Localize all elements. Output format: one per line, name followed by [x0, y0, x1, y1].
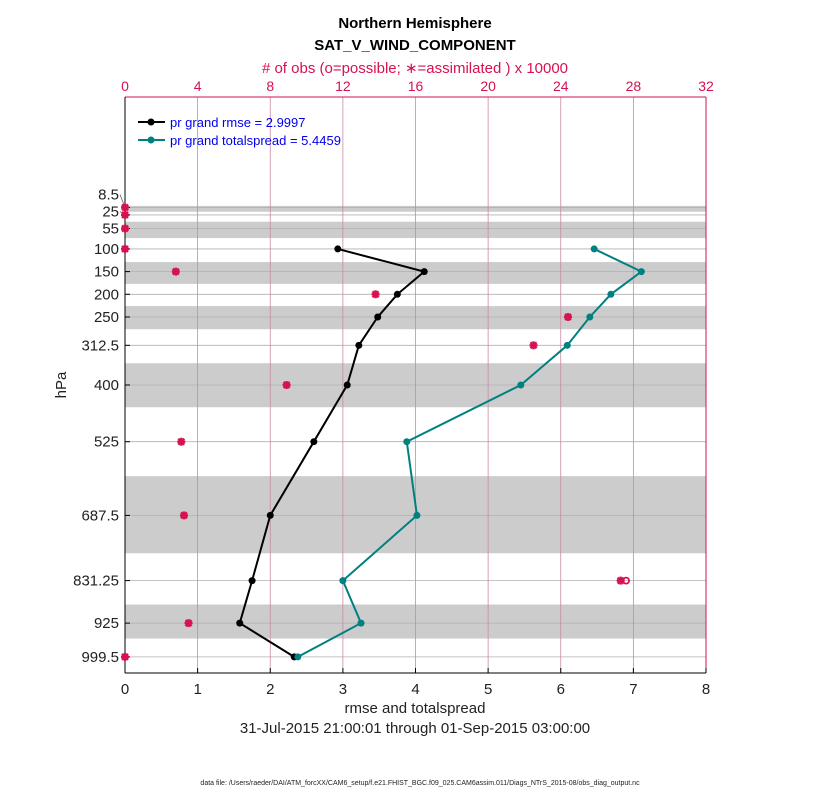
bottom-tick-label: 1: [193, 681, 201, 698]
obs-assimilated-marker: [180, 511, 189, 520]
level-tick-label: 312.5: [81, 337, 119, 354]
series-point-0: [374, 313, 382, 321]
chart-title: Northern Hemisphere: [338, 15, 491, 32]
series-point-1: [586, 313, 594, 321]
obs-assimilated-marker: [121, 224, 129, 233]
level-tick-label: 200: [94, 286, 119, 303]
legend-label-0: pr grand rmse = 2.9997: [170, 115, 306, 130]
bottom-tick-label: 4: [411, 681, 419, 698]
level-tick-label: 55: [102, 221, 119, 238]
series-point-0: [248, 577, 256, 585]
bottom-tick-label: 0: [121, 681, 129, 698]
level-tick-label: 25: [102, 204, 119, 221]
legend-marker-0: [147, 118, 155, 126]
obs-assimilated-marker: [616, 576, 625, 585]
obs-assimilated-marker: [121, 244, 129, 253]
top-tick-label: 16: [408, 78, 424, 94]
level-tick-label: 525: [94, 434, 119, 451]
series-point-0: [236, 619, 244, 627]
obs-assimilated-marker: [564, 312, 573, 321]
bottom-tick-label: 7: [629, 681, 637, 698]
series-point-1: [517, 381, 525, 389]
bottom-tick-label: 8: [702, 681, 710, 698]
series-point-0: [393, 290, 401, 298]
obs-assimilated-marker: [282, 381, 291, 389]
bottom-tick-label: 6: [557, 681, 565, 698]
top-axis-label: # of obs (o=possible; ∗=assimilated ) x …: [262, 60, 568, 77]
level-tick-label: 925: [94, 615, 119, 632]
top-tick-label: 28: [626, 78, 642, 94]
bottom-tick-label: 5: [484, 681, 492, 698]
series-point-1: [607, 290, 615, 298]
level-tick-label: 999.5: [81, 649, 119, 666]
footer-data-file: data file: /Users/raeder/DAI/ATM_forcXX/…: [200, 780, 640, 787]
series-point-0: [334, 245, 342, 253]
level-tick-label: 250: [94, 309, 119, 326]
series-point-1: [403, 438, 411, 446]
obs-assimilated-marker: [121, 652, 129, 661]
obs-assimilated-marker: [171, 267, 180, 276]
legend-label-1: pr grand totalspread = 5.4459: [170, 133, 341, 148]
series-point-0: [343, 381, 351, 389]
series-point-1: [590, 245, 598, 253]
series-point-1: [357, 619, 365, 627]
obs-assimilated-marker: [121, 210, 129, 219]
legend-marker-1: [147, 136, 155, 144]
series-point-1: [413, 511, 421, 519]
level-tick-label: 687.5: [81, 507, 119, 524]
top-tick-label: 0: [121, 78, 129, 94]
series-point-0: [266, 511, 274, 519]
y-axis-label: hPa: [53, 371, 70, 398]
level-tick-label: 400: [94, 377, 119, 394]
top-tick-label: 8: [266, 78, 274, 94]
series-point-1: [637, 268, 645, 276]
x-axis-label: rmse and totalspread: [345, 700, 486, 717]
series-point-0: [355, 341, 363, 349]
obs-assimilated-marker: [529, 341, 538, 350]
series-point-1: [294, 653, 302, 661]
level-tick-label: 831.25: [73, 573, 119, 590]
level-tick-label: 100: [94, 241, 119, 258]
chart-subtitle: SAT_V_WIND_COMPONENT: [314, 37, 515, 54]
top-tick-label: 32: [698, 78, 714, 94]
obs-assimilated-marker: [371, 290, 380, 299]
series-point-1: [563, 341, 571, 349]
series-point-1: [339, 577, 347, 585]
date-range: 31-Jul-2015 21:00:01 through 01-Sep-2015…: [240, 720, 590, 737]
level-tick-label: 8.5: [98, 187, 119, 204]
top-tick-label: 24: [553, 78, 569, 94]
obs-assimilated-marker: [121, 203, 129, 212]
series-point-0: [310, 438, 318, 446]
series-point-0: [420, 268, 428, 276]
top-tick-label: 12: [335, 78, 351, 94]
top-tick-label: 4: [194, 78, 202, 94]
level-tick-label: 150: [94, 264, 119, 281]
obs-assimilated-marker: [184, 619, 193, 628]
bottom-tick-label: 3: [339, 681, 347, 698]
top-tick-label: 20: [480, 78, 496, 94]
bottom-tick-label: 2: [266, 681, 274, 698]
obs-assimilated-marker: [177, 437, 186, 446]
